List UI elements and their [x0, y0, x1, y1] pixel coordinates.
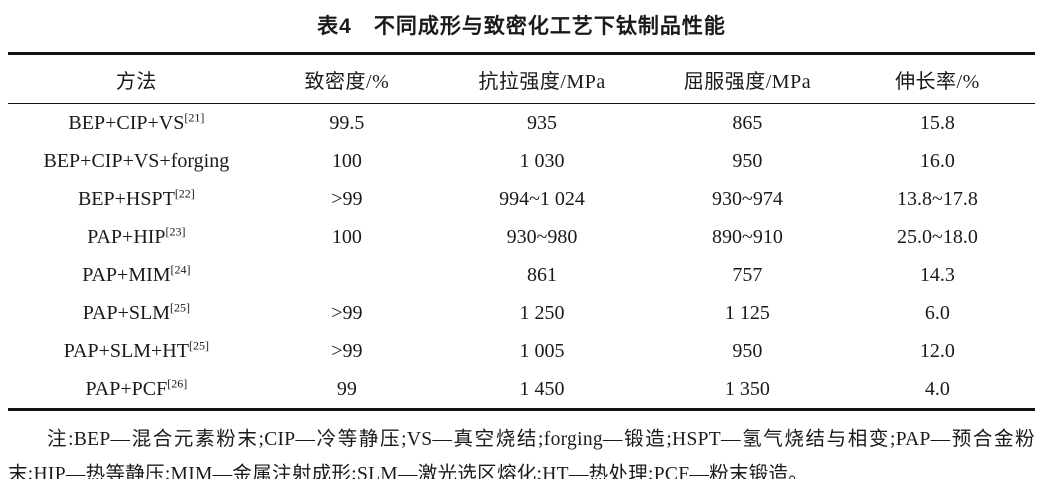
yield-cell: 757 [732, 263, 763, 286]
method-cell: BEP+CIP+VS+forging [8, 142, 265, 180]
tensile-cell: 1 250 [519, 301, 565, 324]
table-header: 方法 致密度/% 抗拉强度/MPa 屈服强度/MPa 伸长率/% [8, 53, 1035, 104]
method-label: PAP+SLM [82, 301, 170, 324]
method-label: PAP+MIM [82, 263, 171, 286]
method-cell: PAP+SLM[25] [8, 294, 265, 332]
method-cell: PAP+HIP[23] [8, 218, 265, 256]
table-footnote: 注:BEP—混合元素粉末;CIP—冷等静压;VS—真空烧结;forging—锻造… [8, 429, 1035, 479]
col-header-method: 方法 [8, 53, 265, 104]
density-cell: >99 [331, 339, 363, 362]
density-cell [265, 256, 429, 294]
elongation-cell: 25.0~18.0 [897, 225, 978, 248]
paper-table-block: 表4 不同成形与致密化工艺下钛制品性能 方法 致密度/% 抗拉强度/MPa 屈服… [8, 0, 1035, 479]
yield-cell: 1 125 [724, 301, 770, 324]
elongation-cell: 14.3 [919, 263, 955, 286]
elongation-cell: 4.0 [924, 377, 950, 400]
method-label: BEP+CIP+VS [68, 111, 185, 134]
table-row: PAP+HIP[23] 100 930~980 890~910 25.0~18.… [8, 218, 1035, 256]
table-row: BEP+CIP+VS+forging 100 1 030 950 16.0 [8, 142, 1035, 180]
col-header-density: 致密度/% [264, 53, 430, 104]
method-cell: PAP+MIM[24] [8, 256, 265, 294]
tensile-cell: 930~980 [506, 225, 578, 248]
table-row: BEP+CIP+VS[21] 99.5 935 865 15.8 [8, 104, 1035, 143]
citation-ref: [22] [174, 185, 195, 200]
tensile-cell: 861 [527, 263, 558, 286]
yield-cell: 950 [732, 339, 763, 362]
col-header-yield: 屈服强度/MPa [655, 53, 840, 104]
table-row: PAP+SLM+HT[25] >99 1 005 950 12.0 [8, 332, 1035, 370]
method-cell: BEP+HSPT[22] [8, 180, 265, 218]
tensile-cell: 994~1 024 [499, 187, 585, 210]
citation-ref: [23] [165, 223, 186, 238]
density-cell: >99 [331, 301, 363, 324]
tensile-cell: 1 005 [519, 339, 565, 362]
yield-cell: 1 350 [724, 377, 770, 400]
method-cell: BEP+CIP+VS[21] [8, 104, 265, 143]
density-cell: 100 [331, 225, 362, 248]
citation-ref: [21] [184, 109, 205, 124]
elongation-cell: 6.0 [924, 301, 950, 324]
method-label: PAP+PCF [85, 377, 168, 400]
col-header-elongation: 伸长率/% [839, 53, 1035, 104]
yield-cell: 930~974 [712, 187, 783, 210]
table-body: BEP+CIP+VS[21] 99.5 935 865 15.8 BEP+CIP… [8, 104, 1035, 410]
elongation-cell: 13.8~17.8 [897, 187, 978, 210]
tensile-cell: 1 030 [519, 149, 565, 172]
citation-ref: [25] [170, 299, 190, 314]
table-row: PAP+PCF[26] 99 1 450 1 350 4.0 [8, 370, 1035, 410]
yield-cell: 890~910 [712, 225, 783, 248]
density-cell: >99 [331, 187, 363, 210]
citation-ref: [25] [188, 337, 209, 352]
method-label: PAP+SLM+HT [63, 339, 189, 362]
table-row: BEP+HSPT[22] >99 994~1 024 930~974 13.8~… [8, 180, 1035, 218]
citation-ref: [24] [170, 261, 191, 276]
density-cell: 100 [331, 149, 362, 172]
density-cell: 99.5 [329, 111, 365, 134]
method-cell: PAP+SLM+HT[25] [8, 332, 265, 370]
table-row: PAP+MIM[24] 861 757 14.3 [8, 256, 1035, 294]
table-caption: 表4 不同成形与致密化工艺下钛制品性能 [317, 15, 726, 38]
citation-ref: [26] [167, 375, 188, 390]
elongation-cell: 16.0 [919, 149, 955, 172]
tensile-cell: 1 450 [519, 377, 565, 400]
data-table: 方法 致密度/% 抗拉强度/MPa 屈服强度/MPa 伸长率/% BEP+CIP… [8, 52, 1035, 411]
header-row: 方法 致密度/% 抗拉强度/MPa 屈服强度/MPa 伸长率/% [8, 53, 1035, 104]
table-row: PAP+SLM[25] >99 1 250 1 125 6.0 [8, 294, 1035, 332]
yield-cell: 865 [732, 111, 763, 134]
method-label: BEP+HSPT [77, 187, 175, 210]
method-label: PAP+HIP [87, 225, 166, 248]
tensile-cell: 935 [527, 111, 558, 134]
method-label: BEP+CIP+VS+forging [43, 149, 230, 172]
density-cell: 99 [336, 377, 357, 400]
col-header-tensile: 抗拉强度/MPa [429, 53, 655, 104]
method-cell: PAP+PCF[26] [8, 370, 265, 410]
elongation-cell: 12.0 [919, 339, 955, 362]
elongation-cell: 15.8 [919, 111, 955, 134]
yield-cell: 950 [732, 149, 763, 172]
